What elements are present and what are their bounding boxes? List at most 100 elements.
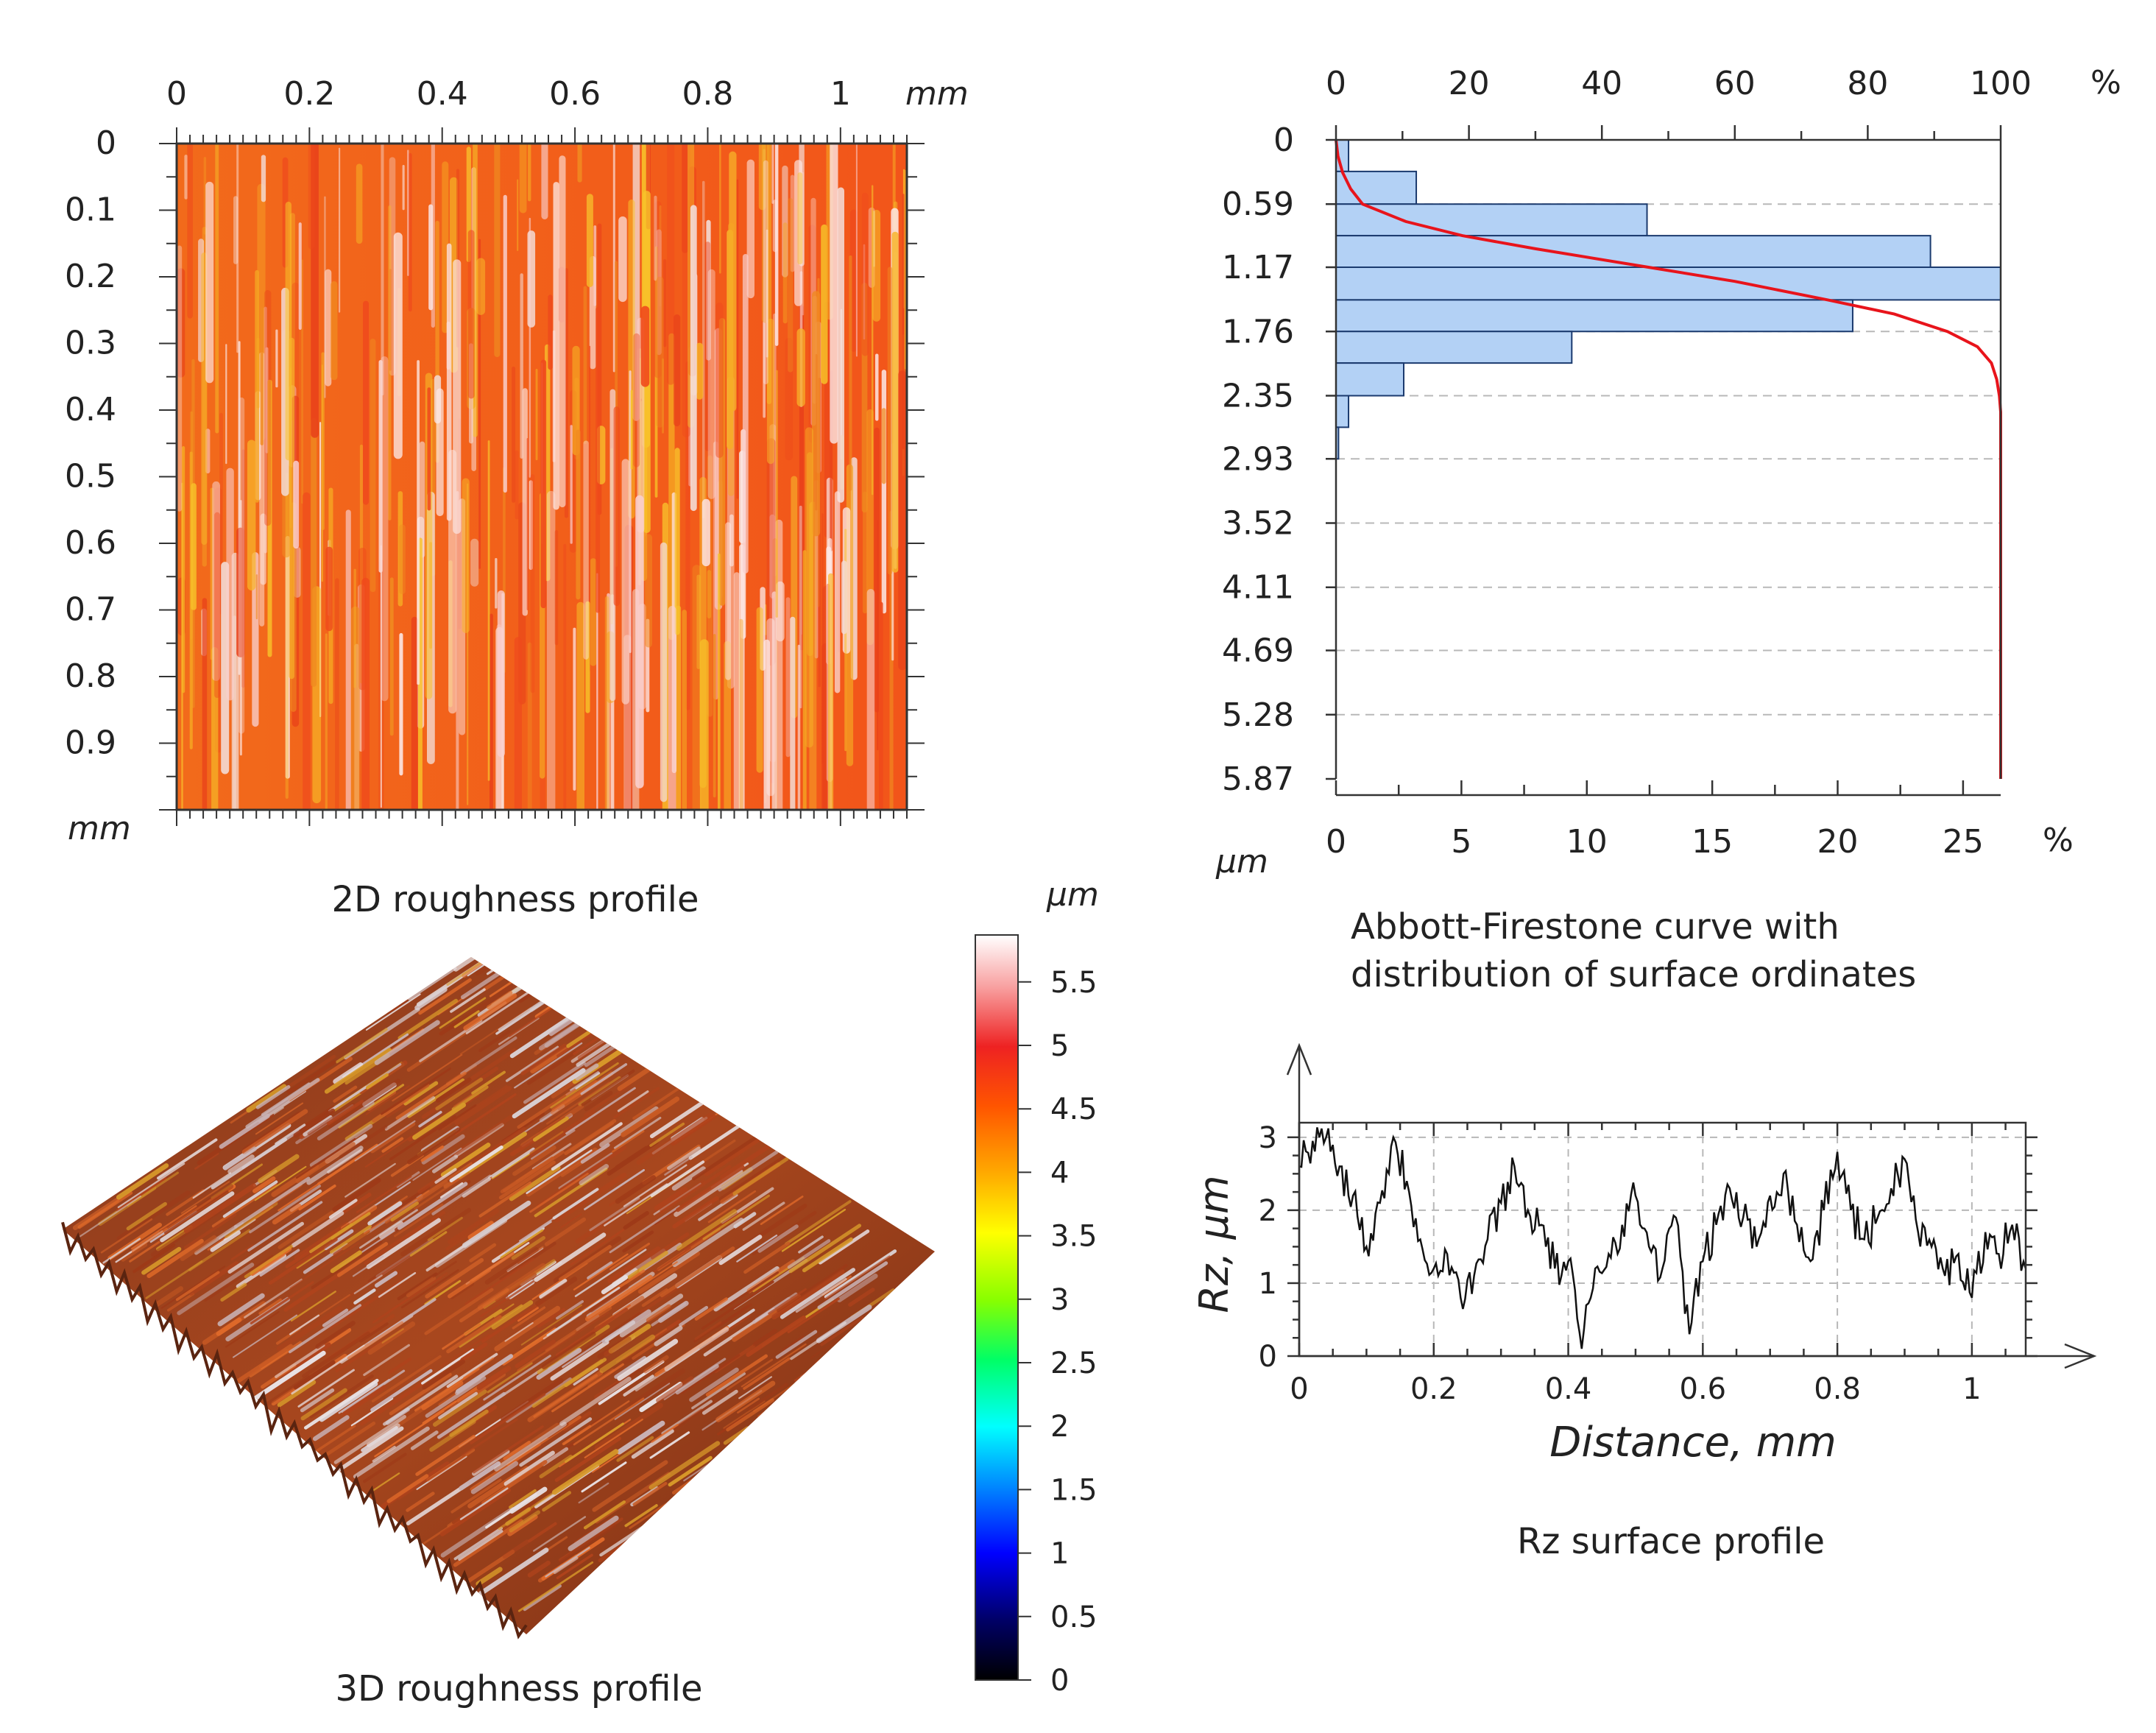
surface-3d-streak xyxy=(395,1071,467,1120)
surface-3d-streak xyxy=(565,1087,636,1135)
surface-3d-streak xyxy=(624,1504,658,1528)
surface-3d-streak xyxy=(294,1221,350,1260)
surface-3d-streak xyxy=(258,1252,286,1272)
surface-3d-streak xyxy=(253,1350,326,1401)
surface-3d-streak xyxy=(336,1242,389,1277)
surface-3d-streak xyxy=(667,1146,701,1171)
surface-3d-streak xyxy=(194,1152,219,1170)
surface-3d-streak xyxy=(116,1176,167,1212)
heatmap-streak xyxy=(419,441,425,558)
surface-3d-streak xyxy=(396,1171,420,1188)
surface-3d-streak xyxy=(629,1503,668,1529)
surface-3d-streak xyxy=(509,1500,537,1521)
surface-3d-streak xyxy=(126,1201,167,1231)
surface-3d-streak xyxy=(546,1081,610,1125)
heatmap-streak xyxy=(654,195,657,281)
heatmap-streak xyxy=(247,440,256,591)
heatmap-streak xyxy=(699,639,709,810)
surface-3d-streak xyxy=(440,1143,491,1177)
heatmap-streak xyxy=(812,291,821,537)
surface-3d-streak xyxy=(743,1357,791,1390)
surface-3d-streak xyxy=(335,1028,388,1064)
heatmap-streak xyxy=(515,450,519,520)
colorbar-tick-label: 5.5 xyxy=(1050,966,1098,1000)
surface-3d-streak xyxy=(676,1492,700,1508)
surface-3d-streak xyxy=(146,1238,204,1279)
surface-3d-streak xyxy=(432,1260,457,1278)
surface-3d-streak xyxy=(467,1221,494,1240)
heatmap-streak xyxy=(494,144,501,358)
surface-3d-streak xyxy=(509,1015,573,1059)
surface-3d-streak xyxy=(706,1484,732,1503)
surface-3d-streak xyxy=(785,1200,852,1246)
surface-3d-streak xyxy=(546,1286,621,1337)
surface-3d-streak xyxy=(584,1419,643,1458)
heatmap-streak xyxy=(635,495,644,788)
surface-3d-streak xyxy=(364,1190,430,1235)
caption-3d: 3D roughness profile xyxy=(336,1668,703,1709)
abbott-bottom-tick-label: 20 xyxy=(1817,823,1859,861)
surface-3d-streak xyxy=(701,1389,738,1415)
surface-3d-streak xyxy=(440,1333,490,1367)
heatmap-streak xyxy=(177,268,185,378)
heatmap-streak xyxy=(495,558,498,609)
surface-3d-streak xyxy=(579,1164,609,1186)
surface-3d-streak xyxy=(177,1263,255,1316)
surface-3d-streak xyxy=(911,1312,935,1355)
heatmap-streak xyxy=(514,637,522,810)
surface-3d-streak xyxy=(526,1149,593,1194)
surface-3d-streak xyxy=(501,1377,564,1422)
surface-3d-streak xyxy=(223,1146,257,1171)
surface-3d-streak xyxy=(617,1420,665,1455)
surface-3d-streak xyxy=(559,1523,617,1564)
surface-3d-streak xyxy=(420,1146,445,1162)
surface-3d-streak xyxy=(471,1070,506,1095)
surface-3d-streak xyxy=(358,1209,418,1249)
surface-3d-streak xyxy=(741,1343,807,1388)
surface-3d-streak xyxy=(469,1243,497,1263)
surface-3d-streak xyxy=(512,1067,586,1119)
surface-3d-streak xyxy=(453,1519,523,1567)
rz-x-tick-label: 0.4 xyxy=(1545,1372,1592,1406)
heatmap-streak xyxy=(766,229,768,358)
surface-3d-streak xyxy=(439,1487,511,1536)
surface-3d-streak xyxy=(594,1402,663,1450)
surface-3d-streak xyxy=(545,1306,612,1352)
abbott-histogram-bar xyxy=(1335,362,1405,397)
surface-3d-streak xyxy=(397,1182,468,1230)
surface-3d-streak xyxy=(604,1336,632,1357)
heatmap-streak xyxy=(766,618,775,797)
surface-3d-streak xyxy=(578,1076,622,1106)
heatmap-streak xyxy=(782,222,788,324)
heatmap-streak xyxy=(692,565,701,810)
abbott-bottom-tick-label: 15 xyxy=(1692,823,1733,861)
surface-3d-streak xyxy=(631,1429,674,1459)
surface-3d-streak xyxy=(370,1121,416,1154)
surface-3d-streak xyxy=(604,1320,636,1342)
heatmap-streak xyxy=(446,243,452,521)
surface-3d-streak xyxy=(519,1417,593,1467)
heatmap-streak xyxy=(289,337,294,680)
heatmap-streak xyxy=(769,514,776,599)
surface-3d-streak xyxy=(749,1383,788,1411)
abbott-bottom-unit: % xyxy=(2043,822,2074,859)
surface-3d-streak xyxy=(529,1172,589,1213)
heatmap-streak xyxy=(202,598,208,810)
surface-3d-streak xyxy=(535,1277,578,1307)
heatmap-streak xyxy=(522,388,528,616)
surface-3d-streak xyxy=(276,1306,342,1352)
surface-3d-streak xyxy=(353,1274,383,1295)
heatmap-streak xyxy=(746,159,754,299)
abbott-histogram-bar xyxy=(1335,331,1573,364)
heatmap-streak xyxy=(264,290,272,526)
surface-3d-streak xyxy=(570,1070,599,1091)
surface-3d-streak xyxy=(188,1229,251,1271)
surface-3d-streak xyxy=(275,1344,325,1378)
surface-3d-streak xyxy=(527,1560,551,1578)
surface-3d-streak xyxy=(654,1187,688,1211)
heatmap-streak xyxy=(308,144,315,250)
surface-3d-streak xyxy=(668,1455,713,1487)
surface-3d-streak xyxy=(372,1276,442,1324)
surface-3d-streak xyxy=(466,1126,526,1168)
